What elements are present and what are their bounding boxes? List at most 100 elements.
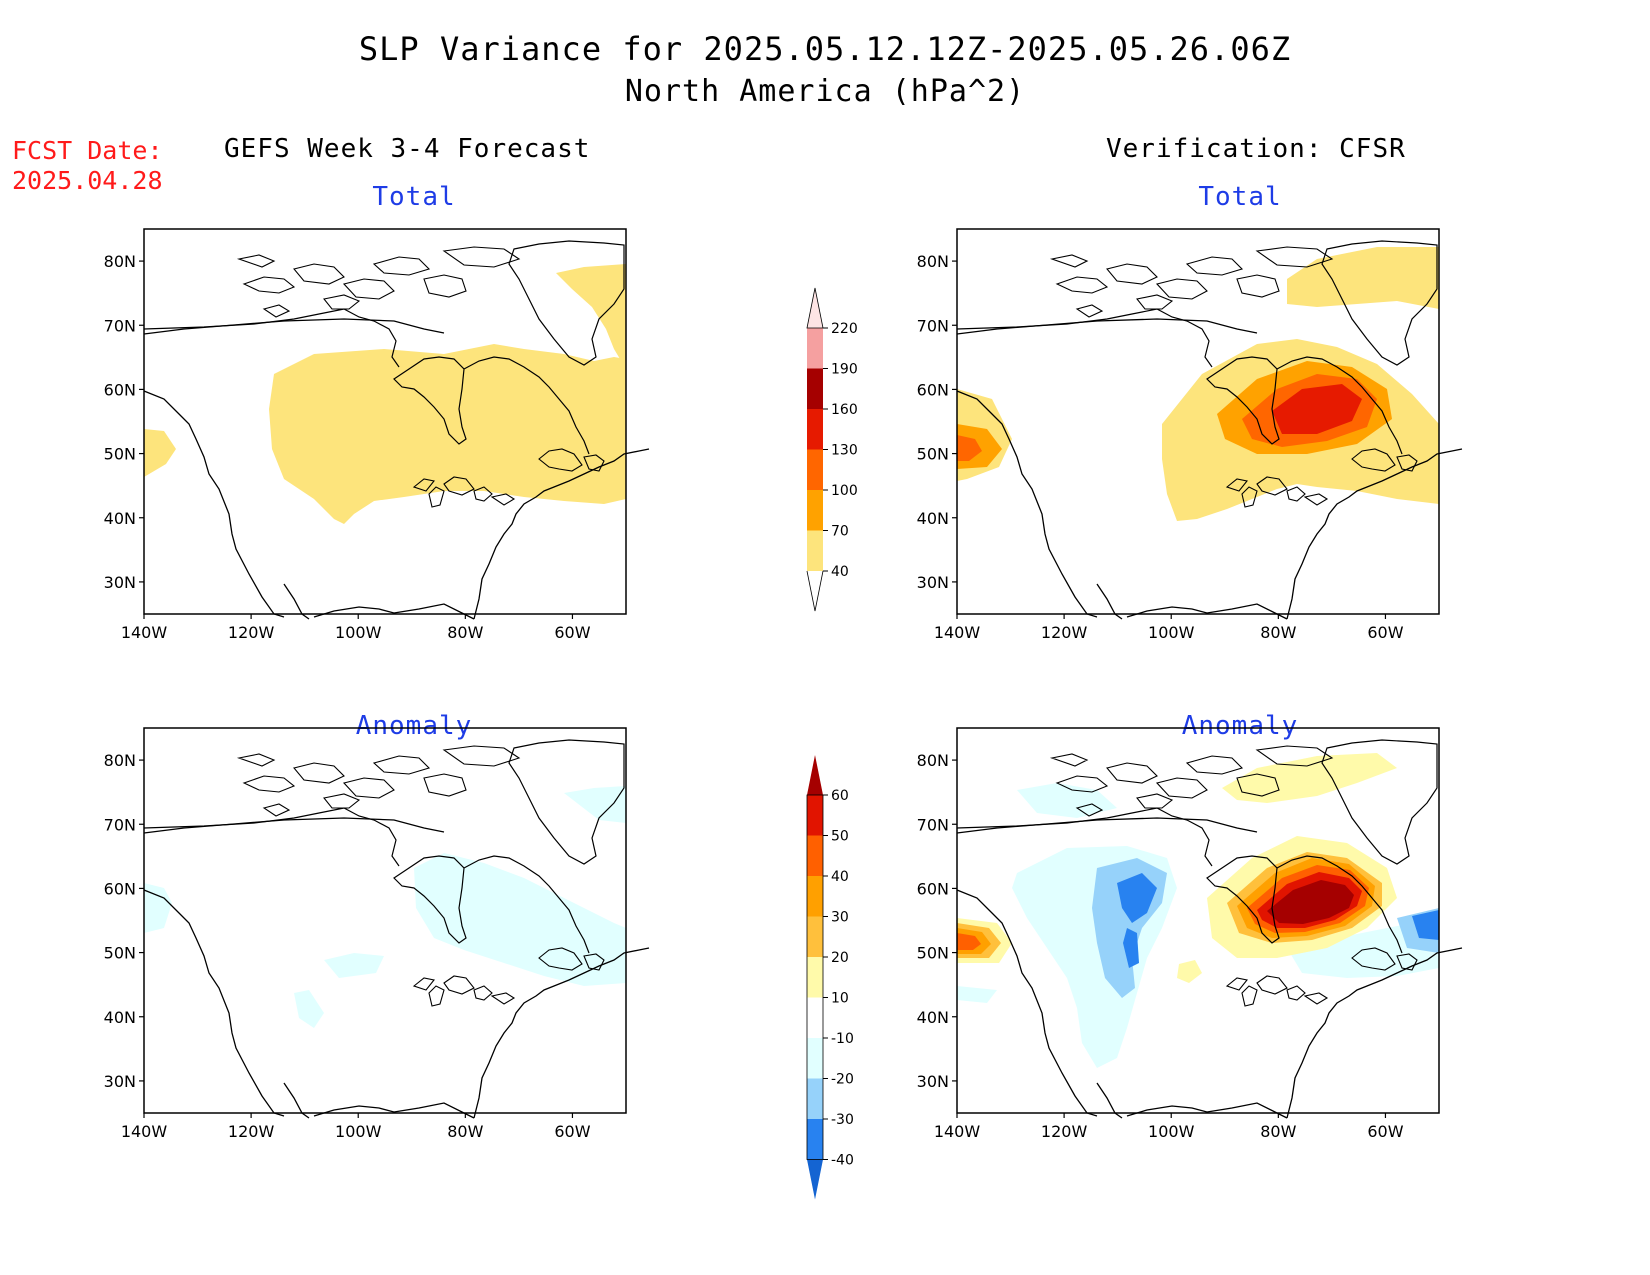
lon-tick-label: 60W bbox=[554, 1122, 590, 1141]
lon-tick-label: 80W bbox=[1260, 1122, 1296, 1141]
colorbar-anomaly-label: -20 bbox=[831, 1072, 854, 1088]
lat-tick-label: 60N bbox=[104, 380, 136, 399]
lon-tick-label: 140W bbox=[121, 1122, 168, 1141]
colorbar-anomaly-label: 60 bbox=[831, 788, 849, 804]
colorbar-anomaly-bottom-arrow bbox=[807, 1159, 823, 1200]
colorbar-anomaly-segment bbox=[807, 1038, 823, 1079]
contour-10-20-fill-central bbox=[1177, 960, 1202, 983]
lon-tick-label: 100W bbox=[1148, 1122, 1195, 1141]
colorbar-anomaly-label: -40 bbox=[831, 1153, 854, 1169]
lon-tick-label: 140W bbox=[121, 623, 168, 642]
colorbar-total-label: 190 bbox=[831, 362, 858, 378]
colorbar-anomaly: 60 50 40 30 20 10 -10 -20 -30 -40 bbox=[806, 755, 854, 1200]
colorbar-total: 40 70 100 130 160 190 220 bbox=[806, 287, 858, 612]
colorbar-anomaly-segment bbox=[807, 876, 823, 917]
colorbar-total-segment bbox=[807, 530, 823, 571]
contour-10-20-fill-arctic bbox=[1222, 753, 1397, 803]
lat-tick-label: 60N bbox=[104, 879, 136, 898]
contour-neg30-fill-east bbox=[1412, 910, 1439, 940]
contour-40-70-fill-greenland bbox=[556, 264, 626, 369]
colorbar-anomaly-segment bbox=[807, 957, 823, 998]
colorbar-total-segment bbox=[807, 490, 823, 531]
colorbar-total-segment bbox=[807, 328, 823, 369]
lat-tick-label: 70N bbox=[104, 815, 136, 834]
colorbar-total-label: 100 bbox=[831, 483, 858, 499]
contour-neg30-fill bbox=[1117, 873, 1157, 923]
colorbar-anomaly-label: 30 bbox=[831, 910, 849, 926]
lon-tick-label: 60W bbox=[1367, 623, 1403, 642]
contour-neg30-fill-south bbox=[1123, 928, 1139, 968]
lon-tick-label: 140W bbox=[934, 623, 981, 642]
colorbar-total-label: 70 bbox=[831, 524, 849, 540]
colorbar-total-top-arrow bbox=[806, 287, 824, 329]
colorbar-anomaly-label: 20 bbox=[831, 950, 849, 966]
colorbar-total-label: 160 bbox=[831, 402, 858, 418]
lon-tick-label: 100W bbox=[335, 623, 382, 642]
lon-tick-label: 80W bbox=[447, 623, 483, 642]
contour-130-160-fill bbox=[1272, 384, 1362, 434]
lat-tick-label: 80N bbox=[917, 252, 949, 271]
colorbar-anomaly-top-arrow bbox=[807, 755, 823, 795]
contour-60-plus-fill bbox=[1267, 880, 1354, 924]
lat-tick-label: 80N bbox=[917, 751, 949, 770]
lat-tick-label: 50N bbox=[104, 944, 136, 963]
verification-anomaly-title: Anomaly bbox=[1181, 711, 1299, 741]
colorbar-anomaly-segment bbox=[807, 835, 823, 876]
lat-tick-label: 30N bbox=[917, 1072, 949, 1091]
lon-tick-label: 80W bbox=[447, 1122, 483, 1141]
verification-total-panel bbox=[956, 228, 1463, 620]
forecast-total-title: Total bbox=[372, 182, 456, 212]
fcst-date-value: 2025.04.28 bbox=[12, 166, 163, 195]
colorbar-anomaly-label: 10 bbox=[831, 991, 849, 1007]
verification-anomaly-panel bbox=[956, 727, 1463, 1119]
contour-neg10-fill-greenland bbox=[564, 786, 626, 823]
colorbar-anomaly-label: 40 bbox=[831, 869, 849, 885]
contour-neg10-fill-east bbox=[1287, 918, 1439, 978]
colorbar-total-label: 130 bbox=[831, 443, 858, 459]
forecast-anomaly-title: Anomaly bbox=[355, 711, 473, 741]
lon-tick-label: 100W bbox=[1148, 623, 1195, 642]
contour-neg10-fill-coast bbox=[144, 883, 172, 933]
map-frame bbox=[143, 727, 627, 1114]
forecast-total-panel bbox=[143, 228, 650, 620]
colorbar-total-bottom-arrow bbox=[806, 570, 824, 612]
lon-tick-label: 100W bbox=[335, 1122, 382, 1141]
colorbar-total-segment bbox=[807, 368, 823, 409]
fcst-date-block: FCST Date: 2025.04.28 bbox=[12, 136, 163, 196]
lat-tick-label: 40N bbox=[104, 1008, 136, 1027]
contour-neg10-fill bbox=[414, 853, 626, 986]
main-subtitle: North America (hPa^2) bbox=[624, 74, 1026, 109]
colorbar-anomaly-segment bbox=[807, 1078, 823, 1119]
lat-tick-label: 60N bbox=[917, 879, 949, 898]
axis-labels: 80N 70N 60N 50N 40N 30N 140W 120W 100W 80W 60W 80N 7… bbox=[104, 252, 1404, 1141]
contour-40-70-fill-west bbox=[144, 429, 176, 477]
lat-tick-label: 40N bbox=[917, 1008, 949, 1027]
colorbar-anomaly-segment bbox=[807, 916, 823, 957]
lat-tick-label: 30N bbox=[104, 1072, 136, 1091]
colorbar-anomaly-segment bbox=[807, 997, 823, 1038]
contour-neg10-fill-west bbox=[294, 990, 324, 1028]
lon-tick-label: 140W bbox=[934, 1122, 981, 1141]
lat-tick-label: 40N bbox=[917, 509, 949, 528]
contour-neg10-fill-sw bbox=[957, 986, 997, 1003]
lat-tick-label: 30N bbox=[104, 573, 136, 592]
lat-tick-label: 50N bbox=[917, 944, 949, 963]
map-frame bbox=[956, 727, 1440, 1114]
lon-tick-label: 120W bbox=[228, 623, 275, 642]
fcst-date-label: FCST Date: bbox=[12, 136, 163, 165]
colorbar-anomaly-label: -10 bbox=[831, 1031, 854, 1047]
lat-tick-label: 40N bbox=[104, 509, 136, 528]
contour-40-70-fill-greenland bbox=[1287, 247, 1439, 309]
lat-tick-label: 30N bbox=[917, 573, 949, 592]
lat-tick-label: 60N bbox=[917, 380, 949, 399]
lon-tick-label: 120W bbox=[228, 1122, 275, 1141]
lon-tick-label: 60W bbox=[1367, 1122, 1403, 1141]
lat-tick-label: 80N bbox=[104, 252, 136, 271]
lat-tick-label: 70N bbox=[104, 316, 136, 335]
main-title: SLP Variance for 2025.05.12.12Z-2025.05.… bbox=[358, 30, 1292, 68]
colorbar-total-label: 40 bbox=[831, 564, 849, 580]
map-frame bbox=[143, 228, 627, 615]
forecast-anomaly-panel bbox=[143, 727, 650, 1119]
contour-neg10-fill-central bbox=[324, 953, 384, 978]
